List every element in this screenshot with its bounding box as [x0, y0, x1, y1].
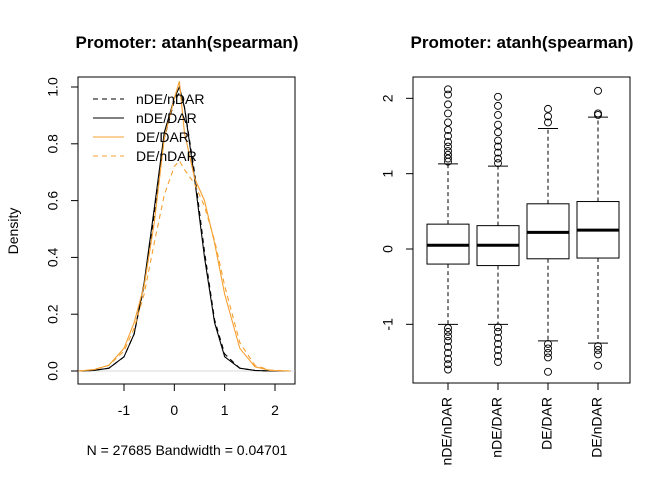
outlier-point — [494, 327, 502, 336]
outlier-point — [444, 118, 452, 127]
density-curve-nde-dar — [78, 85, 291, 372]
outlier-point — [544, 339, 552, 348]
outlier-point — [594, 86, 602, 95]
outlier-point — [544, 353, 552, 362]
outlier-point — [444, 342, 452, 351]
outlier-point — [494, 148, 502, 157]
outlier-point — [544, 367, 552, 376]
box-plot-title: Promoter: atanh(spearman) — [411, 33, 634, 52]
outlier-point — [494, 101, 502, 110]
outlier-point — [444, 360, 452, 369]
box-plot: Promoter: atanh(spearman) -1 0 1 2 nDE/nDAR n… — [380, 33, 634, 465]
outlier-point — [544, 118, 552, 127]
box-axes: -1 0 1 2 nDE/nDAR nDE/DAR DE/DAR DE/nDAR — [380, 94, 605, 465]
outlier-point — [444, 90, 452, 99]
outlier-point — [444, 324, 452, 333]
outlier-point — [444, 100, 452, 109]
outlier-point — [444, 132, 452, 140]
outlier-point — [594, 345, 602, 354]
outlier-point — [494, 333, 502, 342]
legend-label-nde-dar: nDE/DAR — [136, 110, 197, 126]
outlier-point — [444, 142, 452, 151]
density-curve-de-dar — [78, 81, 291, 372]
outlier-point — [444, 327, 452, 336]
outlier-point — [494, 92, 502, 101]
box-y-tick-label: 0 — [380, 245, 396, 253]
density-curve-de-ndar — [78, 159, 291, 372]
outlier-point — [494, 159, 502, 168]
box-marks — [426, 85, 620, 376]
density-y-tick-label: 0.0 — [45, 361, 61, 381]
outlier-point — [544, 112, 552, 121]
outlier-point — [494, 358, 502, 366]
box-y-tick-label: -1 — [380, 318, 396, 331]
density-x-tick-label: 0 — [170, 402, 178, 418]
density-x-tick-label: 2 — [271, 402, 279, 418]
outlier-point — [444, 126, 452, 134]
outlier-point — [444, 150, 452, 159]
legend-label-de-dar: DE/DAR — [136, 129, 189, 145]
outlier-point — [444, 109, 452, 118]
outlier-point — [494, 345, 502, 354]
outlier-point — [494, 142, 502, 151]
outlier-point — [494, 154, 502, 163]
box-y-tick-label: 1 — [380, 170, 396, 178]
box-x-tick-label: DE/nDAR — [589, 397, 605, 458]
outlier-point — [494, 136, 502, 145]
outlier-point — [444, 332, 452, 341]
outlier-point — [494, 128, 502, 137]
density-y-tick-label: 0.4 — [45, 247, 61, 267]
density-axes: -1 0 1 2 0.0 0.2 0.4 0.6 0.8 1.0 — [45, 77, 279, 418]
density-plot: Promoter: atanh(spearman) -1 0 1 2 0.0 0.2 0.4… — [5, 33, 298, 458]
box-x-tick-label: nDE/DAR — [489, 397, 505, 458]
outlier-point — [494, 339, 502, 348]
outlier-point — [444, 349, 452, 357]
outlier-point — [594, 109, 602, 118]
outlier-point — [544, 349, 552, 357]
outlier-point — [544, 344, 552, 353]
box-y-tick-label: 2 — [380, 94, 396, 102]
box-group-nde-dar — [476, 92, 520, 366]
density-y-tick-label: 0.2 — [45, 304, 61, 324]
density-legend: nDE/nDAR nDE/DAR DE/DAR DE/nDAR — [93, 91, 204, 164]
legend-label-nde-ndar: nDE/nDAR — [136, 91, 204, 107]
density-x-axis-label: N = 27685 Bandwidth = 0.04701 — [87, 442, 288, 458]
outlier-point — [594, 350, 602, 359]
outlier-point — [444, 355, 452, 363]
density-x-tick-label: -1 — [118, 402, 131, 418]
outlier-point — [444, 147, 452, 156]
outlier-point — [494, 120, 502, 129]
outlier-point — [594, 361, 602, 370]
legend-label-de-ndar: DE/nDAR — [136, 148, 197, 164]
density-y-axis-label: Density — [5, 208, 21, 255]
box-x-tick-label: nDE/nDAR — [439, 397, 455, 465]
outlier-point — [444, 154, 452, 163]
outlier-point — [594, 342, 602, 351]
outlier-point — [544, 104, 552, 113]
density-plot-title: Promoter: atanh(spearman) — [76, 33, 299, 52]
outlier-point — [444, 336, 452, 345]
density-y-tick-label: 0.6 — [45, 191, 61, 211]
density-x-tick-label: 1 — [221, 402, 229, 418]
box-group-de-dar — [526, 104, 570, 376]
outlier-point — [444, 365, 452, 374]
outlier-point — [444, 138, 452, 146]
density-y-tick-label: 0.8 — [45, 134, 61, 154]
box-group-nde-ndar — [426, 85, 470, 374]
outlier-point — [494, 110, 502, 119]
box-x-tick-label: DE/DAR — [539, 397, 555, 450]
density-curves — [78, 81, 291, 372]
outlier-point — [494, 352, 502, 360]
outlier-point — [444, 85, 452, 94]
outlier-point — [494, 323, 502, 332]
density-y-tick-label: 1.0 — [45, 77, 61, 97]
box-group-de-ndar — [576, 86, 620, 370]
